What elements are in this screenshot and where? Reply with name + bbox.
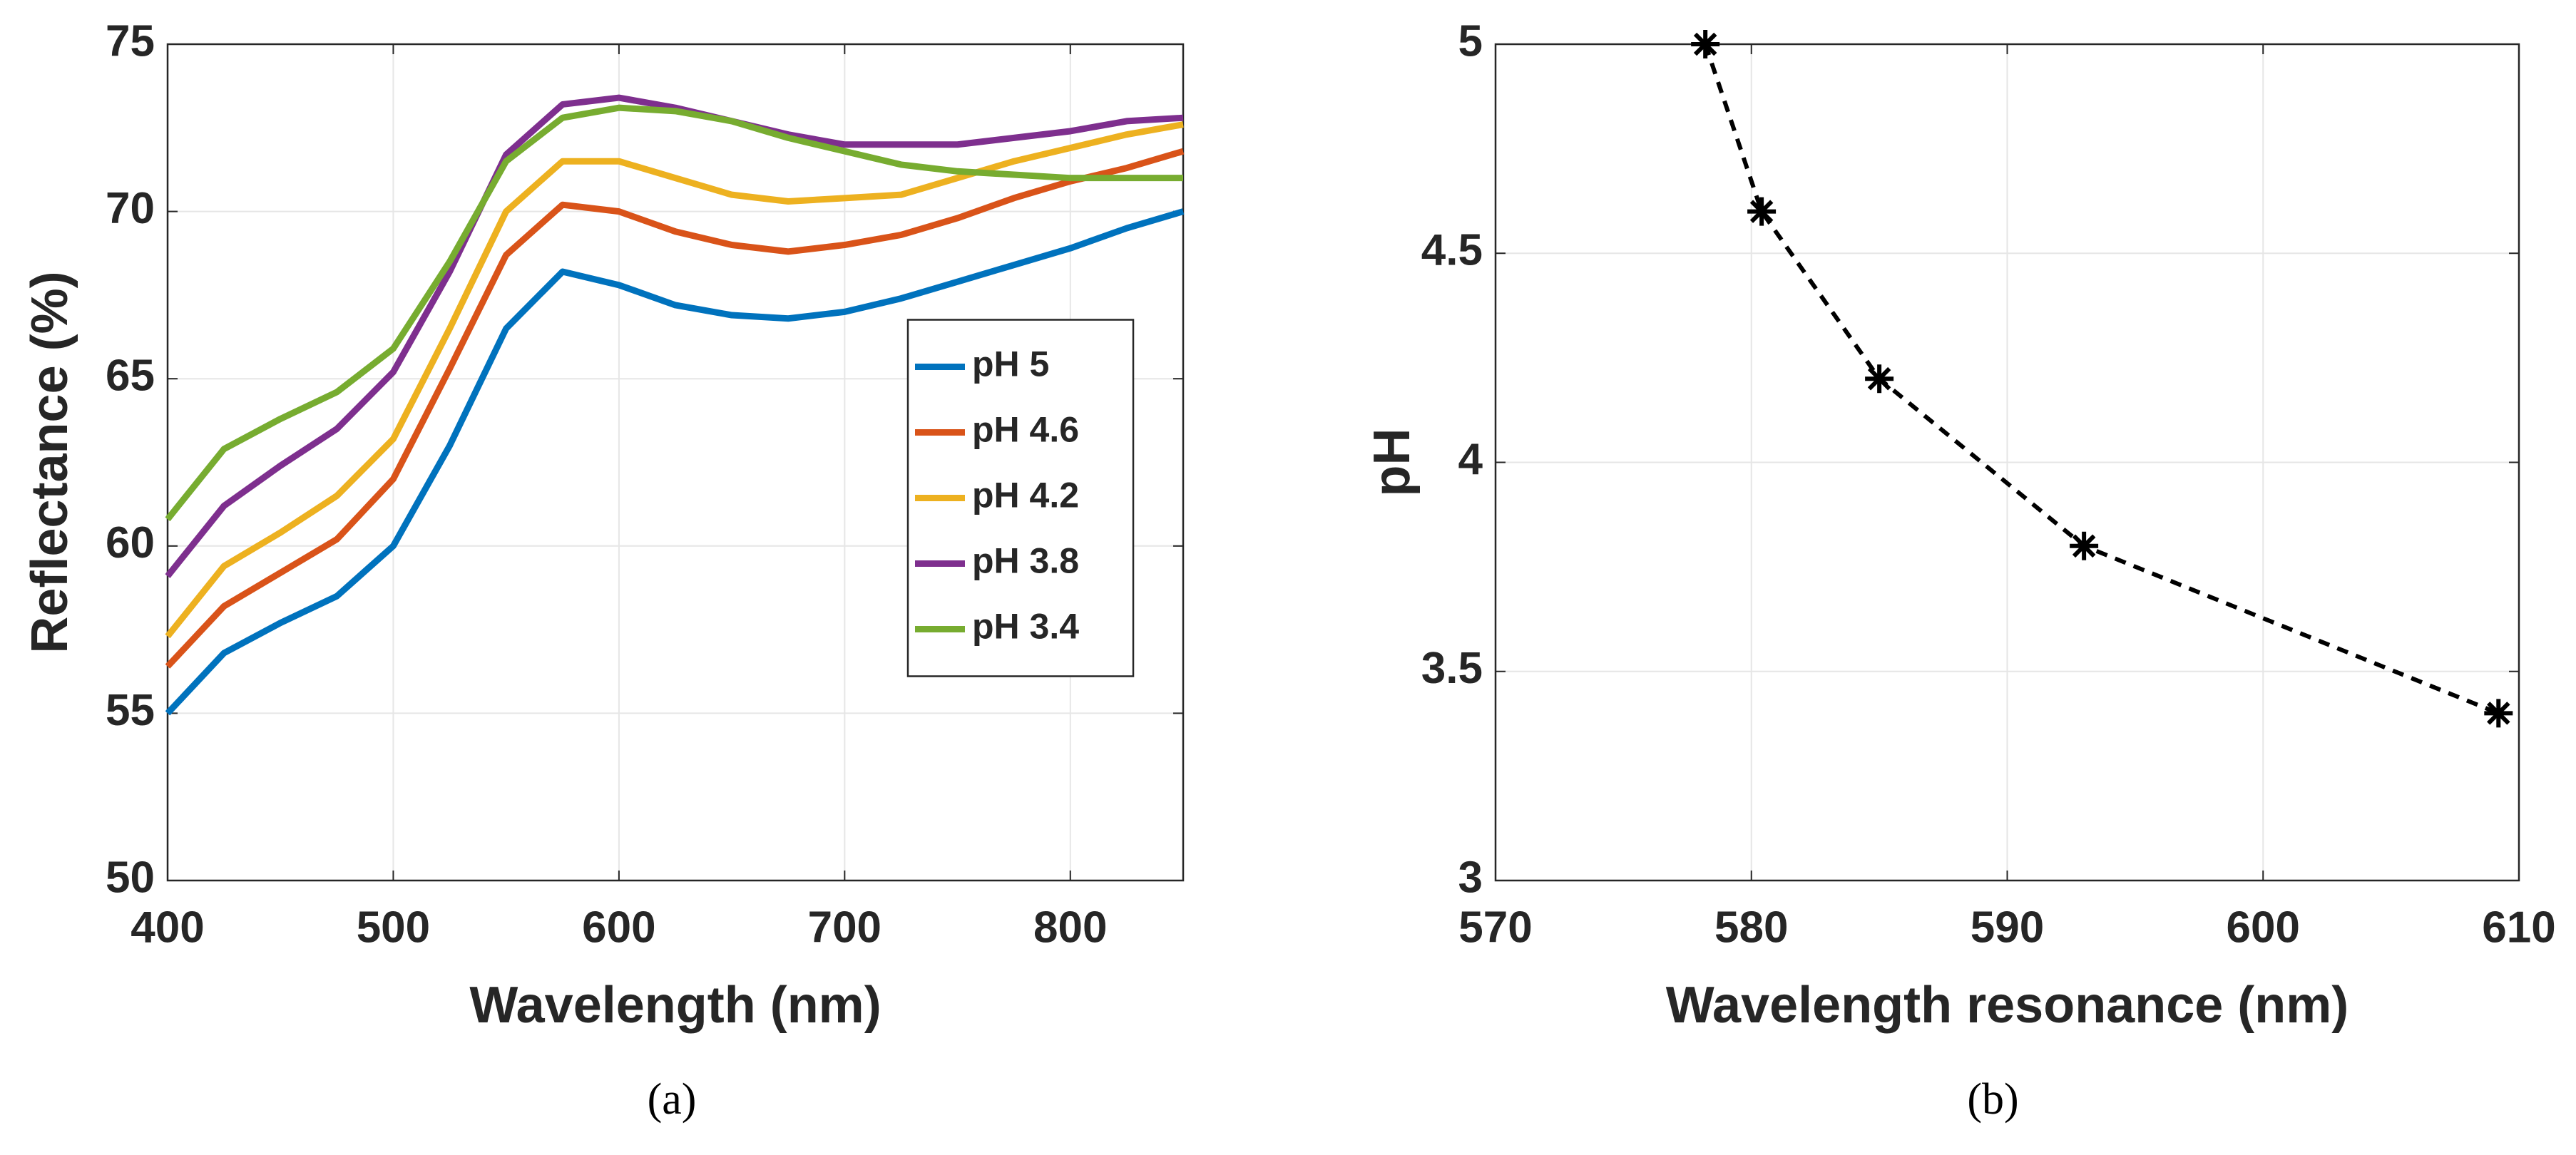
series-line xyxy=(165,208,1185,716)
series-line xyxy=(165,104,1183,522)
y-tick-label: 65 xyxy=(106,351,155,401)
y-tick-label: 3 xyxy=(1458,853,1483,902)
series-line xyxy=(165,148,1185,669)
marker-stroke xyxy=(1867,366,1891,391)
y-axis-label: Reflectance (%) xyxy=(21,271,78,653)
marker xyxy=(2070,531,2099,560)
y-tick-label: 4 xyxy=(1458,435,1483,484)
marker-stroke xyxy=(1749,200,1774,223)
caption: (a) xyxy=(648,1075,697,1124)
y-axis-label: pH xyxy=(1364,428,1421,497)
y-tick-label: 55 xyxy=(106,686,155,735)
x-tick-label: 600 xyxy=(2227,903,2300,952)
x-tick-label: 700 xyxy=(808,903,881,952)
x-axis-label: Wavelength resonance (nm) xyxy=(1666,977,2349,1034)
x-tick-label: 570 xyxy=(1458,903,1532,952)
y-tick-label: 75 xyxy=(106,16,155,66)
caption: (b) xyxy=(1967,1075,2018,1124)
x-tick-label: 580 xyxy=(1714,903,1788,952)
legend-label: pH 3.8 xyxy=(972,541,1079,581)
x-tick-label: 400 xyxy=(131,903,204,952)
marker-stroke xyxy=(2487,702,2510,725)
legend-label: pH 5 xyxy=(972,344,1049,384)
marker-stroke xyxy=(2072,534,2096,558)
y-tick-label: 3.5 xyxy=(1421,644,1483,693)
legend-label: pH 3.4 xyxy=(972,607,1079,647)
axes-box xyxy=(1494,43,2520,882)
x-tick-label: 610 xyxy=(2482,903,2555,952)
x-tick-label: 800 xyxy=(1033,903,1107,952)
series-line xyxy=(165,94,1184,578)
marker xyxy=(1865,364,1894,394)
y-tick-label: 4.5 xyxy=(1421,226,1483,275)
marker xyxy=(1747,197,1777,226)
y-tick-label: 5 xyxy=(1458,16,1483,66)
legend-label: pH 4.6 xyxy=(972,410,1079,450)
marker-stroke xyxy=(1693,32,1717,56)
marker xyxy=(2484,699,2513,728)
x-tick-label: 600 xyxy=(582,903,655,952)
axes-box xyxy=(166,43,1185,882)
y-tick-label: 70 xyxy=(106,184,155,233)
y-tick-label: 50 xyxy=(106,853,155,902)
x-tick-label: 500 xyxy=(357,903,430,952)
y-tick-label: 60 xyxy=(106,518,155,568)
x-tick-label: 590 xyxy=(1971,903,2044,952)
series-line xyxy=(165,121,1184,639)
legend-label: pH 4.2 xyxy=(972,476,1079,515)
marker xyxy=(1691,30,1720,58)
x-axis-label: Wavelength (nm) xyxy=(469,977,881,1034)
